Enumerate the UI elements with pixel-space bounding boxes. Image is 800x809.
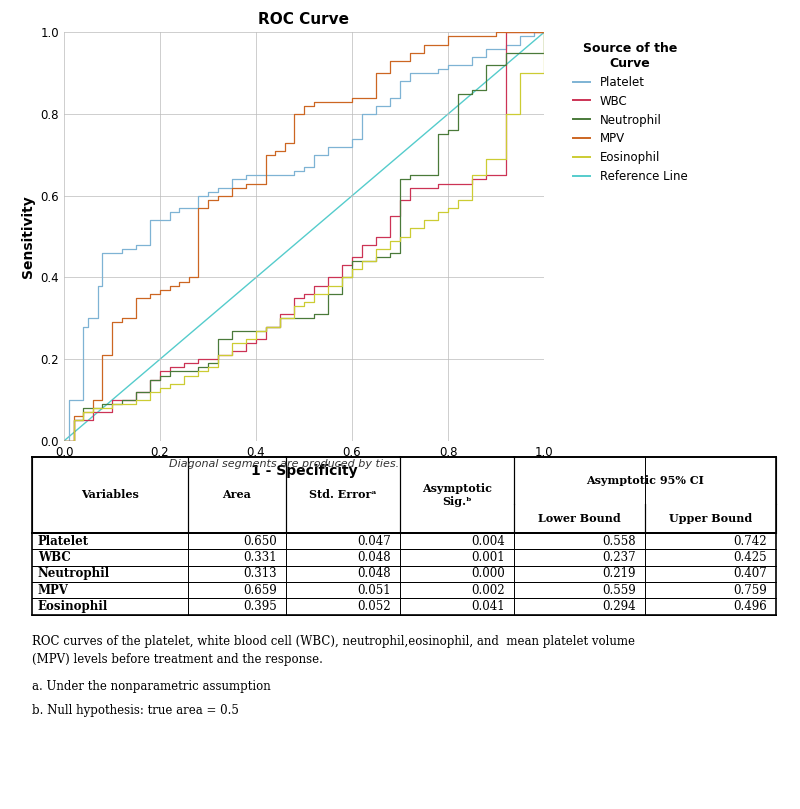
- Text: 0.331: 0.331: [243, 551, 277, 564]
- Text: Asymptotic
Sig.ᵇ: Asymptotic Sig.ᵇ: [422, 483, 492, 507]
- Text: (MPV) levels before treatment and the response.: (MPV) levels before treatment and the re…: [32, 653, 323, 666]
- Text: MPV: MPV: [38, 584, 69, 597]
- Text: 0.559: 0.559: [602, 584, 636, 597]
- Text: ROC curves of the platelet, white blood cell (WBC), neutrophil,eosinophil, and  : ROC curves of the platelet, white blood …: [32, 635, 635, 648]
- Text: 0.002: 0.002: [471, 584, 505, 597]
- Text: 0.650: 0.650: [243, 535, 277, 548]
- Legend: Platelet, WBC, Neutrophil, MPV, Eosinophil, Reference Line: Platelet, WBC, Neutrophil, MPV, Eosinoph…: [569, 38, 691, 187]
- Text: 0.313: 0.313: [243, 567, 277, 580]
- Text: 0.047: 0.047: [357, 535, 391, 548]
- Text: 0.407: 0.407: [734, 567, 767, 580]
- Text: b. Null hypothesis: true area = 0.5: b. Null hypothesis: true area = 0.5: [32, 704, 239, 717]
- Text: Std. Errorᵃ: Std. Errorᵃ: [309, 489, 377, 501]
- Text: Upper Bound: Upper Bound: [669, 513, 752, 524]
- Text: a. Under the nonparametric assumption: a. Under the nonparametric assumption: [32, 680, 270, 693]
- Text: 0.496: 0.496: [734, 600, 767, 613]
- Text: 0.558: 0.558: [602, 535, 636, 548]
- Y-axis label: Sensitivity: Sensitivity: [21, 195, 35, 278]
- Text: 0.659: 0.659: [243, 584, 277, 597]
- Text: Area: Area: [222, 489, 251, 501]
- Text: Eosinophil: Eosinophil: [38, 600, 108, 613]
- Text: Lower Bound: Lower Bound: [538, 513, 621, 524]
- Text: 0.052: 0.052: [358, 600, 391, 613]
- Text: 0.004: 0.004: [471, 535, 505, 548]
- Text: 0.048: 0.048: [358, 567, 391, 580]
- Text: Variables: Variables: [82, 489, 139, 501]
- Text: WBC: WBC: [38, 551, 70, 564]
- Text: 0.759: 0.759: [734, 584, 767, 597]
- Text: Diagonal segments are produced by ties.: Diagonal segments are produced by ties.: [169, 459, 399, 468]
- X-axis label: 1 - Specificity: 1 - Specificity: [250, 464, 358, 478]
- Text: 0.219: 0.219: [602, 567, 636, 580]
- Text: Asymptotic 95% CI: Asymptotic 95% CI: [586, 475, 704, 486]
- Title: ROC Curve: ROC Curve: [258, 12, 350, 27]
- Text: 0.001: 0.001: [471, 551, 505, 564]
- Text: 0.237: 0.237: [602, 551, 636, 564]
- Text: 0.395: 0.395: [243, 600, 277, 613]
- Text: Neutrophil: Neutrophil: [38, 567, 110, 580]
- Text: Platelet: Platelet: [38, 535, 89, 548]
- Text: 0.041: 0.041: [471, 600, 505, 613]
- Text: 0.000: 0.000: [471, 567, 505, 580]
- Text: 0.294: 0.294: [602, 600, 636, 613]
- Text: 0.048: 0.048: [358, 551, 391, 564]
- Text: 0.425: 0.425: [734, 551, 767, 564]
- Text: 0.742: 0.742: [734, 535, 767, 548]
- Text: 0.051: 0.051: [358, 584, 391, 597]
